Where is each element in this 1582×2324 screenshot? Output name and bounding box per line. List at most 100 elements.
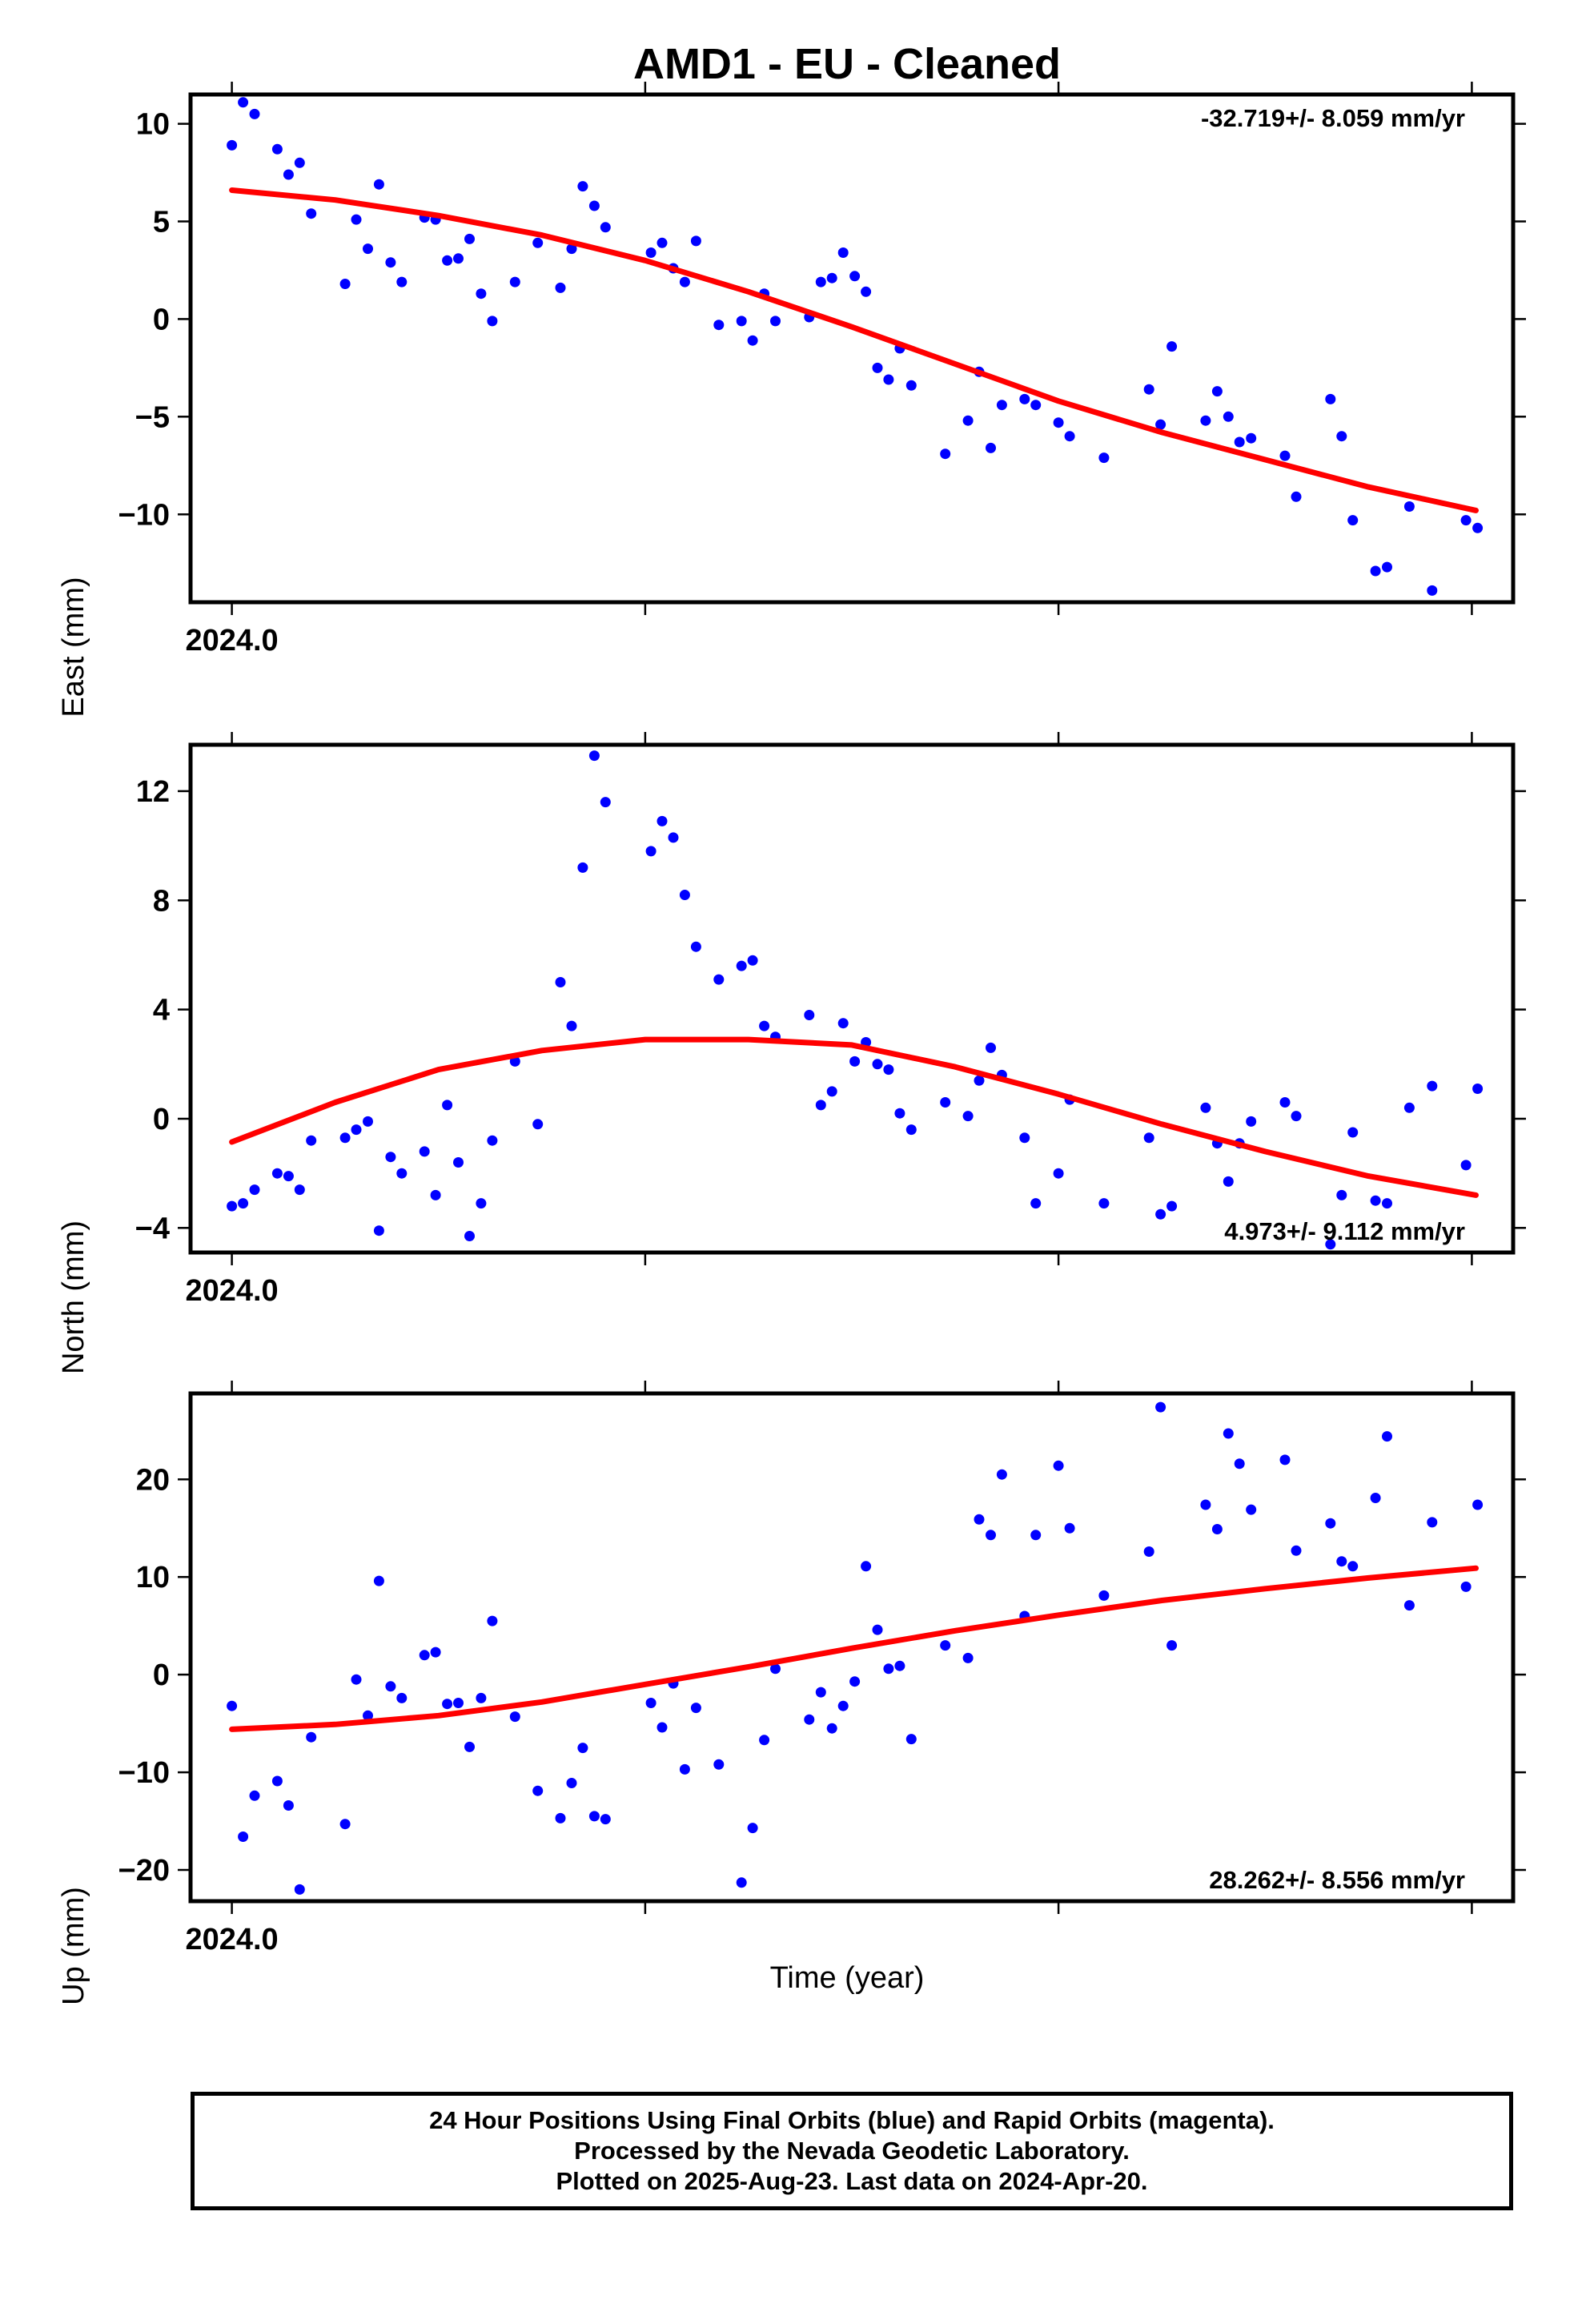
data-point xyxy=(1019,1132,1030,1144)
data-point xyxy=(905,1124,917,1136)
data-point xyxy=(566,243,577,255)
data-point xyxy=(1155,419,1166,430)
data-point xyxy=(1053,1460,1064,1471)
data-point xyxy=(453,253,464,264)
y-tick-label: 0 xyxy=(153,1103,170,1136)
plot-frame-east xyxy=(188,92,1516,605)
data-point xyxy=(487,1615,498,1626)
y-tick-label: 12 xyxy=(136,775,170,809)
data-point xyxy=(396,1692,408,1703)
data-point xyxy=(736,1877,747,1888)
data-point xyxy=(577,862,588,873)
data-point xyxy=(747,1823,758,1834)
data-point xyxy=(509,1711,520,1723)
footer-line-1: 24 Hour Positions Using Final Orbits (bl… xyxy=(429,2106,1275,2134)
data-point xyxy=(1403,1102,1415,1113)
data-point xyxy=(464,1231,475,1241)
data-point xyxy=(804,1714,815,1725)
data-point xyxy=(962,1111,974,1122)
data-point xyxy=(555,977,566,987)
data-point xyxy=(1472,1084,1484,1094)
data-point xyxy=(1019,393,1030,404)
data-point xyxy=(464,233,475,244)
data-point xyxy=(363,1116,373,1127)
data-point xyxy=(849,1055,861,1067)
data-point xyxy=(1223,411,1234,422)
data-point xyxy=(1403,501,1415,512)
data-point xyxy=(1325,1239,1336,1250)
data-point xyxy=(974,1514,985,1525)
data-point xyxy=(883,1663,894,1675)
data-point xyxy=(442,1699,453,1710)
data-point xyxy=(577,1743,588,1754)
y-tick-label: 10 xyxy=(136,1561,170,1594)
data-point xyxy=(1382,561,1392,573)
data-point xyxy=(1325,393,1336,404)
data-point xyxy=(476,288,487,300)
data-point xyxy=(759,1735,770,1746)
data-point xyxy=(826,272,837,283)
data-point xyxy=(385,257,396,268)
data-point xyxy=(826,1723,837,1734)
data-point xyxy=(656,237,668,248)
data-point xyxy=(1200,1499,1211,1510)
data-point xyxy=(1291,491,1302,502)
data-point xyxy=(566,1778,577,1788)
data-point xyxy=(294,1184,305,1196)
data-point xyxy=(1200,1102,1211,1113)
y-tick-label: 10 xyxy=(136,108,170,142)
x-tick-label: 2024.0 xyxy=(185,1274,278,1308)
data-point xyxy=(905,380,917,391)
data-point xyxy=(1427,1517,1438,1528)
data-point xyxy=(373,179,384,190)
data-point xyxy=(962,1652,974,1663)
y-tick-label: −10 xyxy=(118,498,170,532)
data-point xyxy=(487,316,498,327)
data-point xyxy=(1166,1640,1178,1651)
data-point xyxy=(940,448,951,460)
data-point xyxy=(294,1884,305,1895)
data-point xyxy=(588,200,600,211)
data-point xyxy=(1223,1428,1234,1439)
data-point xyxy=(476,1692,487,1703)
data-point xyxy=(815,1687,826,1698)
plot-frame-up xyxy=(188,1391,1516,1904)
data-point xyxy=(996,1469,1007,1480)
data-point xyxy=(668,832,679,843)
data-point xyxy=(1347,1561,1359,1572)
data-point xyxy=(815,276,826,287)
data-point xyxy=(872,1624,883,1635)
data-point xyxy=(339,279,351,289)
data-point xyxy=(736,960,747,971)
data-point xyxy=(962,415,974,426)
data-point xyxy=(294,157,305,168)
data-point xyxy=(815,1100,826,1111)
data-point xyxy=(1200,415,1211,426)
data-point xyxy=(656,1722,668,1733)
data-point xyxy=(837,1700,849,1711)
data-point xyxy=(1472,522,1484,533)
data-point xyxy=(363,243,373,255)
data-point xyxy=(283,1800,294,1811)
data-point xyxy=(430,1189,441,1200)
data-point xyxy=(1098,452,1110,464)
data-point xyxy=(940,1097,951,1108)
data-point xyxy=(1211,1524,1223,1534)
data-point xyxy=(238,97,249,108)
y-axis-label-east: East (mm) xyxy=(57,577,90,717)
data-point xyxy=(509,1055,520,1067)
y-axis-label-up: Up (mm) xyxy=(57,1887,90,2005)
data-point xyxy=(249,1790,260,1801)
data-point xyxy=(770,1663,781,1675)
data-point xyxy=(1291,1111,1302,1122)
data-point xyxy=(442,1100,453,1111)
data-point xyxy=(283,169,294,180)
data-point xyxy=(1347,1127,1359,1138)
data-point xyxy=(1336,431,1347,442)
chart-title: AMD1 - EU - Cleaned xyxy=(633,40,1061,88)
y-tick-label: 5 xyxy=(153,206,170,239)
data-point xyxy=(986,1042,996,1053)
data-point xyxy=(532,237,544,248)
data-point xyxy=(1279,1454,1291,1466)
data-point xyxy=(396,276,408,287)
